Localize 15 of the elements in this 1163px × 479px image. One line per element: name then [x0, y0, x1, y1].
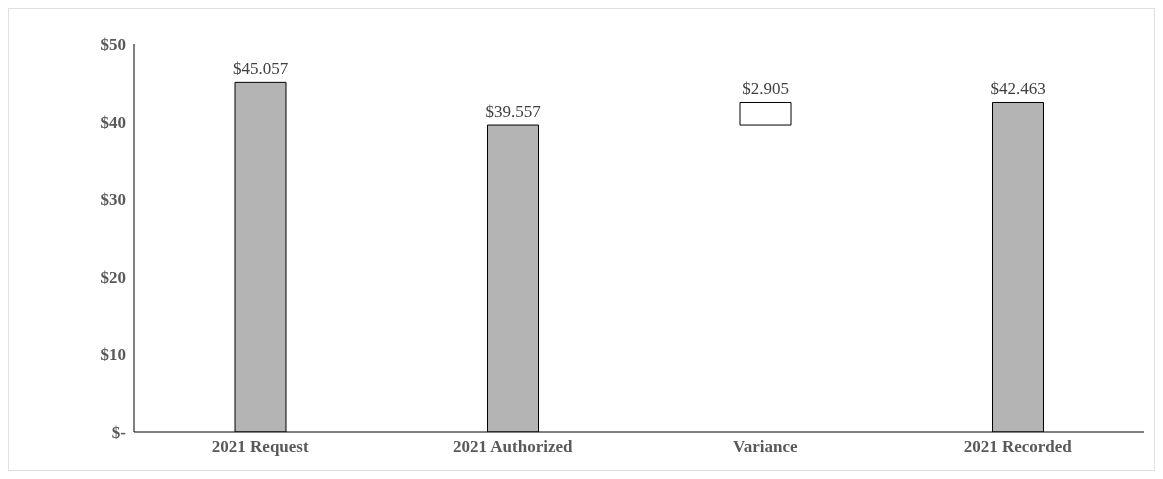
x-tick-label: 2021 Request [211, 437, 309, 457]
y-tick-label: $30 [100, 190, 126, 210]
y-tick-label: $50 [100, 35, 126, 55]
x-tick-label: Variance [732, 437, 798, 457]
bar [739, 101, 792, 126]
y-tick-label: $40 [100, 112, 126, 132]
x-tick-label: 2021 Authorized [453, 437, 574, 457]
y-tick-label: $10 [100, 345, 126, 365]
data-label: $42.463 [990, 79, 1046, 99]
y-tick-label: $20 [100, 267, 126, 287]
data-label: $45.057 [232, 59, 289, 79]
data-label: $39.557 [485, 102, 542, 122]
y-tick-label: $- [111, 423, 127, 443]
data-label: $2.905 [742, 79, 789, 99]
x-tick-label: 2021 Recorded [963, 437, 1073, 457]
